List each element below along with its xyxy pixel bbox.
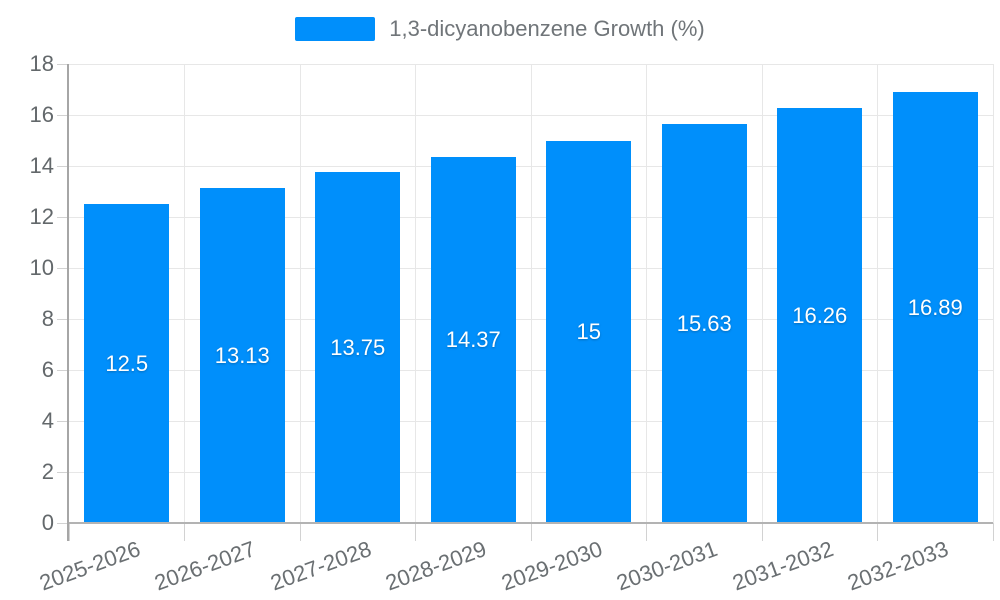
v-gridline	[761, 64, 763, 523]
x-axis-tick	[184, 523, 185, 541]
bar-value-label: 12.5	[105, 350, 149, 376]
x-axis-tick	[877, 523, 878, 541]
y-axis-tick	[57, 420, 69, 422]
y-axis-tick	[57, 114, 69, 116]
x-axis-tick	[415, 523, 416, 541]
y-axis-tick	[57, 471, 69, 473]
bar	[661, 124, 747, 523]
y-axis-label: 8	[41, 306, 54, 331]
v-gridline	[530, 64, 532, 523]
v-gridline	[299, 64, 301, 523]
y-axis-label: 12	[29, 204, 54, 229]
x-axis-tick	[299, 523, 301, 541]
y-axis-label: 14	[29, 153, 54, 178]
y-axis-label: 0	[41, 510, 54, 535]
bar	[315, 172, 401, 523]
x-axis-tick	[761, 523, 763, 541]
x-axis-tick	[530, 523, 532, 541]
y-axis-label: 10	[29, 255, 54, 280]
bar	[430, 156, 516, 523]
y-axis-tick	[57, 267, 69, 269]
y-axis-tick	[57, 318, 69, 320]
bar-value-label: 13.75	[330, 334, 386, 360]
y-axis-tick	[57, 216, 69, 218]
bar-value-label: 14.37	[445, 326, 501, 352]
bar-value-label: 16.26	[792, 302, 848, 328]
y-axis-label: 4	[41, 408, 54, 433]
legend-label: 1,3-dicyanobenzene Growth (%)	[389, 16, 705, 41]
y-axis-label: 2	[41, 459, 54, 484]
x-axis-tick	[646, 523, 647, 541]
bar-value-label: 16.89	[907, 294, 963, 320]
legend-swatch-icon	[295, 17, 376, 41]
bar	[546, 140, 632, 523]
y-axis-tick	[57, 522, 69, 524]
v-gridline	[184, 64, 185, 523]
bar-value-label: 15.63	[676, 310, 732, 336]
bar	[84, 204, 170, 523]
bar	[199, 188, 285, 523]
legend-item[interactable]: 1,3-dicyanobenzene Growth (%)	[0, 16, 1000, 42]
v-gridline	[992, 64, 994, 523]
y-axis-label: 6	[41, 357, 54, 382]
v-gridline	[415, 64, 416, 523]
v-gridline	[646, 64, 647, 523]
y-axis-tick	[57, 369, 69, 371]
y-axis-label: 16	[29, 102, 54, 127]
x-axis-tick	[992, 523, 994, 541]
bar	[777, 108, 863, 523]
y-axis-tick	[57, 63, 69, 65]
bar-value-label: 13.13	[214, 342, 270, 368]
y-axis-label: 18	[29, 51, 54, 76]
bar	[892, 92, 978, 523]
y-axis-line	[67, 64, 69, 541]
v-gridline	[877, 64, 878, 523]
y-axis-tick	[57, 165, 69, 167]
bar-value-label: 15	[576, 318, 601, 344]
x-axis-line	[69, 522, 993, 524]
x-axis-tick	[68, 523, 70, 541]
